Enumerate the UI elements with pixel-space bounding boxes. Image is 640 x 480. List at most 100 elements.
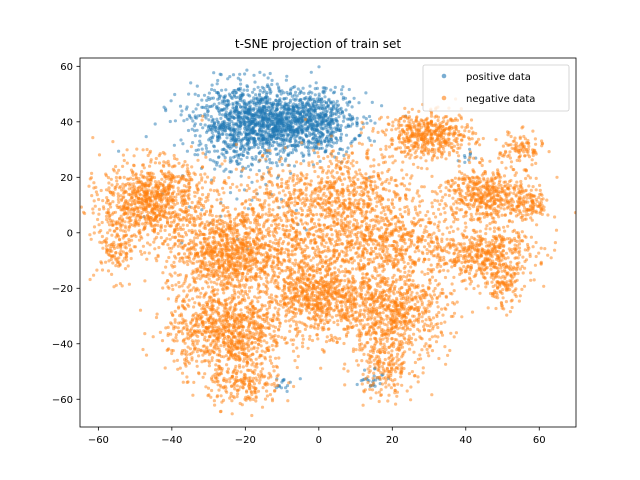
negative-data-point (207, 267, 211, 271)
positive-data-point (164, 109, 168, 113)
positive-data-point (297, 102, 301, 107)
positive-data-point (209, 115, 213, 119)
positive-data-point (347, 113, 351, 117)
negative-data-point (239, 321, 243, 325)
negative-data-point (233, 335, 237, 339)
negative-data-point (113, 210, 118, 214)
negative-data-point (197, 347, 201, 351)
negative-data-point (173, 236, 177, 240)
negative-data-point (171, 195, 175, 199)
positive-data-point (244, 166, 248, 170)
negative-data-point (250, 312, 254, 316)
positive-data-point (219, 73, 223, 77)
negative-data-point (204, 291, 208, 295)
negative-data-point (135, 210, 140, 214)
negative-data-point (109, 177, 113, 181)
positive-data-point (350, 105, 354, 109)
positive-data-point (338, 147, 342, 151)
positive-data-point (292, 143, 296, 147)
positive-data-point (329, 88, 333, 92)
positive-data-point (267, 105, 271, 110)
positive-data-point (268, 97, 272, 101)
negative-data-point (166, 243, 170, 247)
positive-data-point (355, 382, 359, 387)
negative-data-point (94, 185, 98, 189)
positive-data-point (256, 146, 260, 150)
positive-data-point (268, 101, 272, 105)
negative-data-point (247, 289, 252, 293)
negative-data-point (174, 336, 178, 340)
positive-data-point (205, 107, 209, 111)
positive-data-point (217, 101, 221, 105)
negative-data-point (109, 205, 113, 209)
negative-data-point (125, 206, 129, 211)
positive-data-point (231, 101, 235, 106)
negative-data-point (114, 175, 118, 180)
positive-data-point (290, 125, 294, 129)
negative-data-point (146, 179, 150, 183)
negative-data-point (204, 155, 208, 159)
negative-data-point (196, 334, 200, 339)
positive-data-point (334, 102, 338, 106)
positive-data-point (206, 113, 210, 117)
positive-data-point (314, 126, 318, 130)
negative-data-point (133, 224, 137, 228)
negative-data-point (177, 294, 181, 298)
negative-data-point (249, 347, 254, 351)
negative-data-point (142, 214, 146, 219)
positive-data-point (243, 105, 248, 109)
positive-data-point (191, 119, 195, 123)
positive-data-point (311, 136, 315, 140)
positive-data-point (249, 107, 254, 111)
positive-data-point (173, 92, 177, 97)
positive-data-point (213, 149, 217, 153)
negative-data-point (243, 206, 247, 210)
negative-data-point (234, 327, 238, 331)
positive-data-point (250, 180, 254, 184)
negative-data-point (212, 220, 216, 224)
negative-data-point (247, 349, 251, 353)
positive-data-point (196, 153, 200, 157)
positive-data-point (286, 123, 290, 127)
negative-data-point (253, 295, 257, 299)
negative-data-point (171, 287, 175, 292)
positive-data-point (284, 115, 288, 119)
negative-data-point (173, 320, 177, 324)
negative-data-point (186, 167, 190, 171)
positive-data-point (241, 137, 246, 141)
positive-data-point (235, 127, 240, 131)
negative-data-point (151, 203, 156, 207)
negative-data-point (170, 274, 174, 278)
negative-data-point (301, 337, 305, 341)
positive-data-point (293, 139, 297, 143)
positive-data-point (327, 97, 331, 101)
positive-data-point (337, 151, 341, 155)
negative-data-point (118, 185, 123, 189)
negative-data-point (116, 192, 120, 196)
positive-data-point (270, 137, 274, 142)
negative-data-point (164, 265, 168, 269)
negative-data-point (180, 314, 184, 318)
positive-data-point (359, 127, 363, 131)
negative-data-point (153, 161, 157, 165)
negative-data-point (258, 316, 263, 320)
negative-data-point (188, 175, 192, 179)
positive-data-point (313, 93, 317, 97)
negative-data-point (203, 256, 207, 261)
negative-data-point (209, 343, 213, 347)
negative-data-point (193, 172, 197, 177)
negative-data-point (232, 324, 236, 328)
negative-data-point (256, 346, 260, 350)
positive-data-point (344, 133, 349, 137)
positive-data-point (228, 156, 233, 160)
negative-data-point (220, 247, 224, 251)
positive-data-point (317, 94, 321, 98)
negative-data-point (215, 282, 219, 286)
positive-data-point (225, 123, 229, 128)
negative-data-point (228, 308, 232, 312)
negative-data-point (176, 326, 180, 330)
positive-data-point (299, 90, 303, 94)
negative-data-point (161, 150, 165, 155)
negative-data-point (195, 286, 199, 290)
positive-data-point (258, 70, 262, 74)
